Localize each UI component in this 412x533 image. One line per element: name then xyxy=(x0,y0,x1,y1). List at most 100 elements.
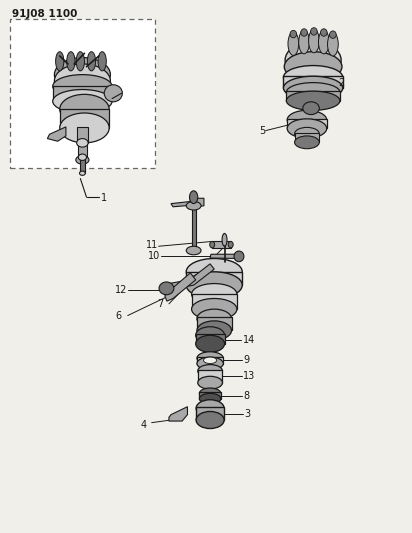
Ellipse shape xyxy=(192,298,237,320)
Ellipse shape xyxy=(303,102,319,115)
Ellipse shape xyxy=(67,52,75,71)
Ellipse shape xyxy=(199,388,221,399)
Ellipse shape xyxy=(330,31,336,38)
Ellipse shape xyxy=(192,284,237,305)
Bar xyxy=(199,392,221,399)
Bar xyxy=(192,294,237,309)
Ellipse shape xyxy=(87,52,96,71)
Ellipse shape xyxy=(159,282,174,295)
Bar xyxy=(198,370,222,383)
Bar xyxy=(10,19,154,168)
Text: 3: 3 xyxy=(244,409,250,418)
Text: 8: 8 xyxy=(243,391,249,401)
Ellipse shape xyxy=(222,233,227,246)
Ellipse shape xyxy=(284,52,342,82)
Bar xyxy=(186,272,242,285)
Ellipse shape xyxy=(311,28,317,35)
Ellipse shape xyxy=(197,357,223,370)
Ellipse shape xyxy=(186,272,242,298)
Ellipse shape xyxy=(53,90,112,113)
Ellipse shape xyxy=(309,29,319,53)
Ellipse shape xyxy=(199,393,221,404)
Text: 12: 12 xyxy=(115,286,128,295)
Text: 10: 10 xyxy=(147,252,160,261)
Ellipse shape xyxy=(290,30,297,38)
Polygon shape xyxy=(165,273,196,301)
Ellipse shape xyxy=(186,259,242,285)
Ellipse shape xyxy=(76,52,84,71)
Bar xyxy=(192,205,196,251)
Bar xyxy=(80,157,85,173)
Ellipse shape xyxy=(56,52,64,71)
Ellipse shape xyxy=(60,94,109,124)
Polygon shape xyxy=(171,198,192,207)
Polygon shape xyxy=(196,198,204,207)
Ellipse shape xyxy=(77,139,88,147)
Bar xyxy=(196,334,225,344)
Ellipse shape xyxy=(286,91,340,110)
Bar xyxy=(295,133,319,142)
Ellipse shape xyxy=(204,357,217,364)
Ellipse shape xyxy=(198,376,222,389)
Bar xyxy=(197,317,232,330)
Bar xyxy=(77,127,88,143)
Ellipse shape xyxy=(104,85,122,102)
Ellipse shape xyxy=(299,30,309,54)
Ellipse shape xyxy=(287,119,327,138)
Ellipse shape xyxy=(60,113,109,143)
Ellipse shape xyxy=(197,352,223,365)
Ellipse shape xyxy=(197,321,232,340)
Ellipse shape xyxy=(287,110,327,130)
Ellipse shape xyxy=(210,241,215,248)
Text: 1: 1 xyxy=(101,193,107,203)
Ellipse shape xyxy=(80,171,85,175)
Bar xyxy=(197,357,223,364)
Ellipse shape xyxy=(197,309,232,328)
Polygon shape xyxy=(47,127,66,141)
Ellipse shape xyxy=(196,327,225,344)
Ellipse shape xyxy=(283,76,343,100)
Ellipse shape xyxy=(78,154,87,160)
Text: 91J08 1100: 91J08 1100 xyxy=(12,10,78,19)
Bar xyxy=(212,241,231,248)
Bar xyxy=(283,76,343,88)
Ellipse shape xyxy=(318,30,329,54)
Ellipse shape xyxy=(234,251,244,262)
Ellipse shape xyxy=(54,58,110,92)
Ellipse shape xyxy=(98,52,106,71)
Bar xyxy=(287,119,327,128)
Text: 11: 11 xyxy=(146,240,159,250)
Text: 7: 7 xyxy=(157,299,164,309)
Text: 9: 9 xyxy=(243,356,249,365)
Ellipse shape xyxy=(328,33,338,56)
Ellipse shape xyxy=(295,127,319,140)
Ellipse shape xyxy=(301,29,307,36)
Ellipse shape xyxy=(196,400,224,417)
Bar xyxy=(286,91,340,101)
Ellipse shape xyxy=(54,64,110,98)
Polygon shape xyxy=(210,254,240,259)
Ellipse shape xyxy=(321,29,327,36)
Polygon shape xyxy=(165,264,214,292)
Ellipse shape xyxy=(186,201,201,210)
Ellipse shape xyxy=(228,241,233,248)
Ellipse shape xyxy=(288,32,299,55)
Bar xyxy=(196,407,224,420)
Bar xyxy=(78,141,87,157)
Text: 2: 2 xyxy=(339,78,345,87)
Ellipse shape xyxy=(295,136,319,149)
Ellipse shape xyxy=(283,66,343,89)
Ellipse shape xyxy=(198,365,222,377)
Ellipse shape xyxy=(196,411,224,429)
Text: 13: 13 xyxy=(243,372,255,381)
Ellipse shape xyxy=(76,156,89,164)
Ellipse shape xyxy=(186,246,201,255)
Ellipse shape xyxy=(285,42,341,79)
Text: 4: 4 xyxy=(140,421,146,430)
Polygon shape xyxy=(169,407,187,421)
Ellipse shape xyxy=(286,83,340,102)
Text: 6: 6 xyxy=(115,311,122,320)
Text: 5: 5 xyxy=(259,126,265,135)
Bar xyxy=(60,109,109,128)
Text: 14: 14 xyxy=(243,335,255,344)
